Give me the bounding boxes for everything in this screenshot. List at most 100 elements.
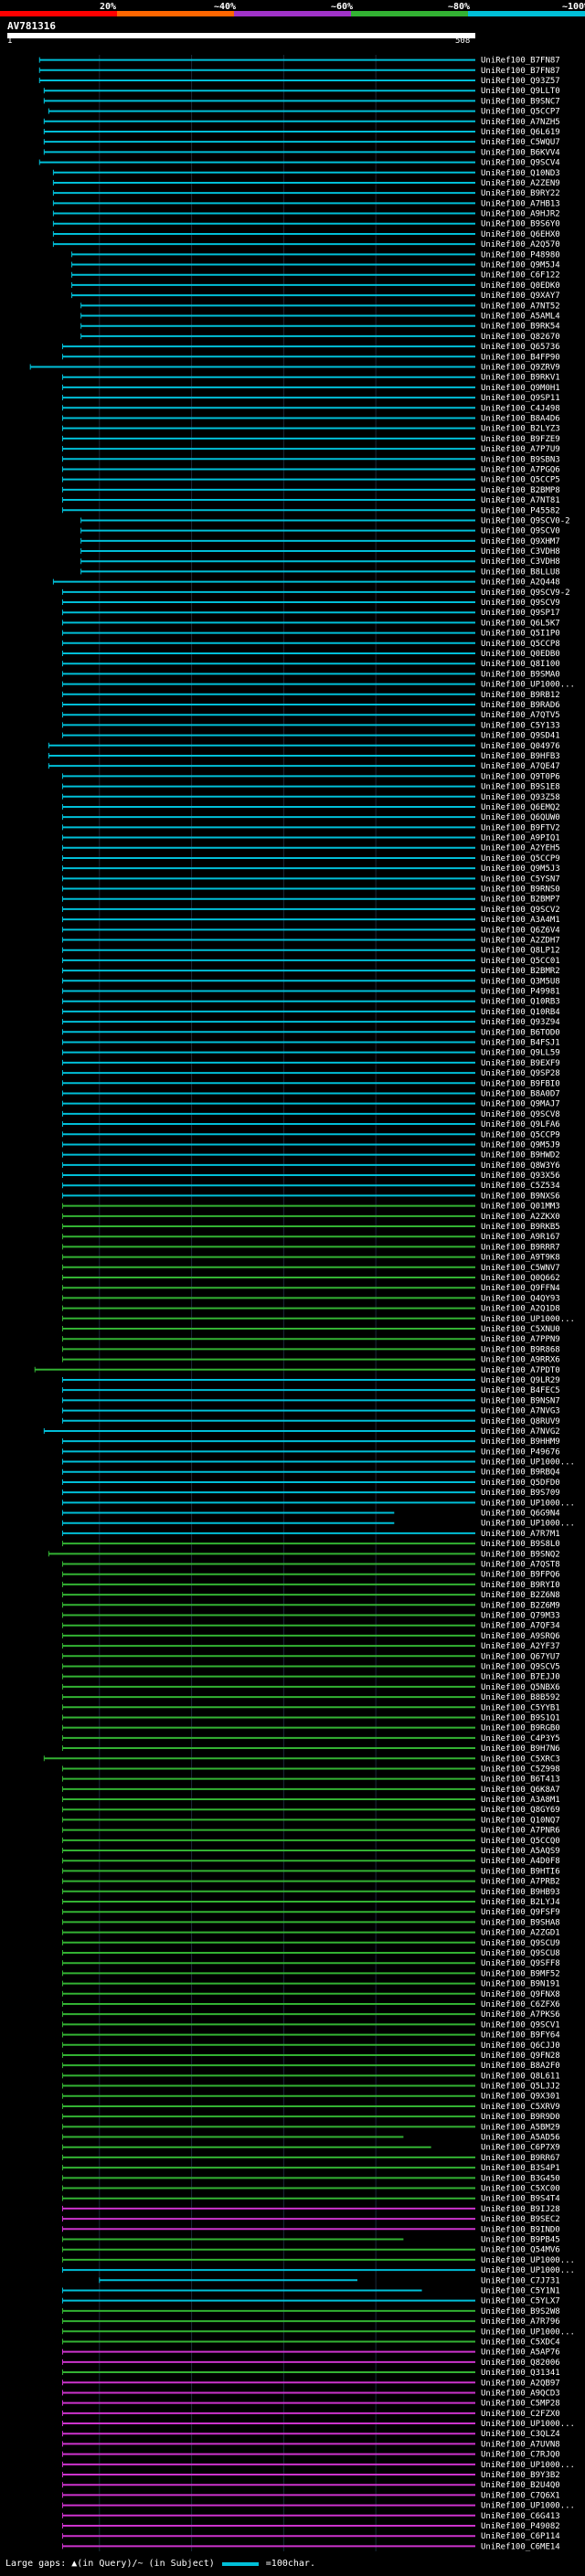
hit-label[interactable]: UniRef100_A7PNR6 [481, 1827, 560, 1836]
hit-label[interactable]: UniRef100_Q5CCP9 [481, 1130, 560, 1140]
hit-label[interactable]: UniRef100_C5WQU7 [481, 138, 560, 147]
hit-label[interactable]: UniRef100_A7P7U9 [481, 445, 560, 454]
hit-label[interactable]: UniRef100_B9FTV2 [481, 823, 560, 832]
hit-label[interactable]: UniRef100_A2YF37 [481, 1642, 560, 1651]
hit-label[interactable]: UniRef100_Q5I1P0 [481, 630, 560, 639]
hit-label[interactable]: UniRef100_Q82006 [481, 2359, 560, 2368]
hit-label[interactable]: UniRef100_B9SMA0 [481, 670, 560, 679]
hit-label[interactable]: UniRef100_C5MP28 [481, 2400, 560, 2409]
hit-label[interactable]: UniRef100_A2Q448 [481, 578, 560, 588]
hit-label[interactable]: UniRef100_C6P114 [481, 2532, 560, 2541]
hit-label[interactable]: UniRef100_C5Y1N1 [481, 2286, 560, 2295]
hit-label[interactable]: UniRef100_Q8I100 [481, 660, 560, 669]
hit-label[interactable]: UniRef100_C5Y133 [481, 721, 560, 730]
hit-label[interactable]: UniRef100_Q9FNX8 [481, 1990, 560, 1999]
hit-label[interactable]: UniRef100_Q9SCV9 [481, 599, 560, 608]
hit-label[interactable]: UniRef100_Q9SCV4 [481, 159, 560, 168]
hit-label[interactable]: UniRef100_A9R167 [481, 1233, 560, 1242]
hit-label[interactable]: UniRef100_B6T413 [481, 1776, 560, 1785]
hit-label[interactable]: UniRef100_Q67YU7 [481, 1652, 560, 1661]
hit-label[interactable]: UniRef100_B9IJ28 [481, 2205, 560, 2214]
hit-label[interactable]: UniRef100_Q9SP28 [481, 1069, 560, 1078]
hit-label[interactable]: UniRef100_UP1000... [481, 2256, 575, 2265]
hit-label[interactable]: UniRef100_C5WNV7 [481, 1264, 560, 1273]
hit-label[interactable]: UniRef100_Q9M5J3 [481, 864, 560, 874]
hit-label[interactable]: UniRef100_C3QLZ4 [481, 2430, 560, 2439]
hit-label[interactable]: UniRef100_B9HHM9 [481, 1437, 560, 1447]
hit-label[interactable]: UniRef100_B9Y3B2 [481, 2471, 560, 2480]
hit-label[interactable]: UniRef100_Q9SCV0 [481, 527, 560, 536]
hit-label[interactable]: UniRef100_Q9T0P6 [481, 772, 560, 781]
hit-label[interactable]: UniRef100_Q5CCP7 [481, 108, 560, 117]
hit-label[interactable]: UniRef100_B9FZE9 [481, 435, 560, 444]
hit-label[interactable]: UniRef100_Q6QUW0 [481, 813, 560, 822]
hit-label[interactable]: UniRef100_B2BMR2 [481, 967, 560, 976]
hit-label[interactable]: UniRef100_Q5LJJ2 [481, 2083, 560, 2092]
hit-label[interactable]: UniRef100_C5YSN7 [481, 875, 560, 884]
hit-label[interactable]: UniRef100_Q9SCU9 [481, 1939, 560, 1948]
hit-label[interactable]: UniRef100_B9RKV1 [481, 374, 560, 383]
hit-label[interactable]: UniRef100_P48980 [481, 250, 560, 260]
hit-label[interactable]: UniRef100_B8B592 [481, 1693, 560, 1702]
hit-label[interactable]: UniRef100_Q5CCP5 [481, 476, 560, 485]
hit-label[interactable]: UniRef100_A2Q1D8 [481, 1305, 560, 1314]
hit-label[interactable]: UniRef100_A7PDT0 [481, 1366, 560, 1375]
hit-label[interactable]: UniRef100_B7EJJ0 [481, 1673, 560, 1682]
hit-label[interactable]: UniRef100_B9RRR7 [481, 1243, 560, 1252]
hit-label[interactable]: UniRef100_Q5NBX6 [481, 1683, 560, 1692]
hit-label[interactable]: UniRef100_A7R7M1 [481, 1530, 560, 1539]
hit-label[interactable]: UniRef100_C4P3Y5 [481, 1734, 560, 1744]
hit-label[interactable]: UniRef100_A7NT52 [481, 302, 560, 311]
hit-label[interactable]: UniRef100_Q04976 [481, 742, 560, 751]
hit-label[interactable]: UniRef100_B9N191 [481, 1980, 560, 1989]
hit-label[interactable]: UniRef100_B6KVV4 [481, 148, 560, 157]
hit-label[interactable]: UniRef100_Q9SCV2 [481, 906, 560, 915]
hit-label[interactable]: UniRef100_A7PRB2 [481, 1878, 560, 1887]
hit-label[interactable]: UniRef100_UP1000... [481, 1499, 575, 1508]
hit-label[interactable]: UniRef100_B6TOD0 [481, 1028, 560, 1037]
hit-label[interactable]: UniRef100_A2QB97 [481, 2379, 560, 2388]
hit-label[interactable]: UniRef100_B9S8L0 [481, 1540, 560, 1549]
hit-label[interactable]: UniRef100_B9SEC2 [481, 2215, 560, 2224]
hit-label[interactable]: UniRef100_B9R9D0 [481, 2113, 560, 2122]
hit-label[interactable]: UniRef100_C6G413 [481, 2512, 560, 2521]
hit-label[interactable]: UniRef100_B2U4Q0 [481, 2481, 560, 2490]
hit-label[interactable]: UniRef100_Q5CC01 [481, 957, 560, 966]
hit-label[interactable]: UniRef100_A2ZDH7 [481, 937, 560, 946]
hit-label[interactable]: UniRef100_B9RY22 [481, 189, 560, 198]
hit-label[interactable]: UniRef100_A5AQS9 [481, 1847, 560, 1856]
hit-label[interactable]: UniRef100_Q5CCP9 [481, 854, 560, 864]
hit-label[interactable]: UniRef100_B8A2F0 [481, 2062, 560, 2071]
hit-label[interactable]: UniRef100_A2ZGD1 [481, 1929, 560, 1938]
hit-label[interactable]: UniRef100_A7NT81 [481, 496, 560, 505]
hit-label[interactable]: UniRef100_B9RBQ4 [481, 1468, 560, 1478]
hit-label[interactable]: UniRef100_Q93Z57 [481, 77, 560, 86]
hit-label[interactable]: UniRef100_Q9SCV5 [481, 1662, 560, 1671]
hit-label[interactable]: UniRef100_A7HB13 [481, 199, 560, 208]
hit-label[interactable]: UniRef100_Q9LL59 [481, 1049, 560, 1058]
hit-label[interactable]: UniRef100_C5XC00 [481, 2185, 560, 2194]
hit-label[interactable]: UniRef100_B8A4D6 [481, 414, 560, 423]
hit-label[interactable]: UniRef100_B9RR67 [481, 2154, 560, 2163]
hit-label[interactable]: UniRef100_A7UVN8 [481, 2440, 560, 2449]
hit-label[interactable]: UniRef100_A7NVG2 [481, 1427, 560, 1436]
hit-label[interactable]: UniRef100_A2ZKX0 [481, 1213, 560, 1222]
hit-label[interactable]: UniRef100_B9NSN7 [481, 1396, 560, 1405]
hit-label[interactable]: UniRef100_A7NZH5 [481, 118, 560, 127]
hit-label[interactable]: UniRef100_Q8GY69 [481, 1806, 560, 1815]
hit-label[interactable]: UniRef100_C5Z534 [481, 1182, 560, 1191]
hit-label[interactable]: UniRef100_Q8L611 [481, 2072, 560, 2081]
hit-label[interactable]: UniRef100_Q8LP12 [481, 947, 560, 956]
hit-label[interactable]: UniRef100_Q9MAJ7 [481, 1100, 560, 1109]
hit-label[interactable]: UniRef100_C7RJQ0 [481, 2451, 560, 2460]
hit-label[interactable]: UniRef100_Q9LR29 [481, 1376, 560, 1385]
hit-label[interactable]: UniRef100_B2LYJ4 [481, 1898, 560, 1907]
hit-label[interactable]: UniRef100_Q9SCV1 [481, 2020, 560, 2030]
hit-label[interactable]: UniRef100_B9S2W8 [481, 2307, 560, 2316]
hit-label[interactable]: UniRef100_B9RB12 [481, 691, 560, 700]
hit-label[interactable]: UniRef100_B9HWD2 [481, 1151, 560, 1161]
hit-label[interactable]: UniRef100_Q93Z94 [481, 1018, 560, 1027]
hit-label[interactable]: UniRef100_A4D0F8 [481, 1857, 560, 1866]
hit-label[interactable]: UniRef100_B2Z6N8 [481, 1591, 560, 1600]
hit-label[interactable]: UniRef100_B3G450 [481, 2174, 560, 2183]
